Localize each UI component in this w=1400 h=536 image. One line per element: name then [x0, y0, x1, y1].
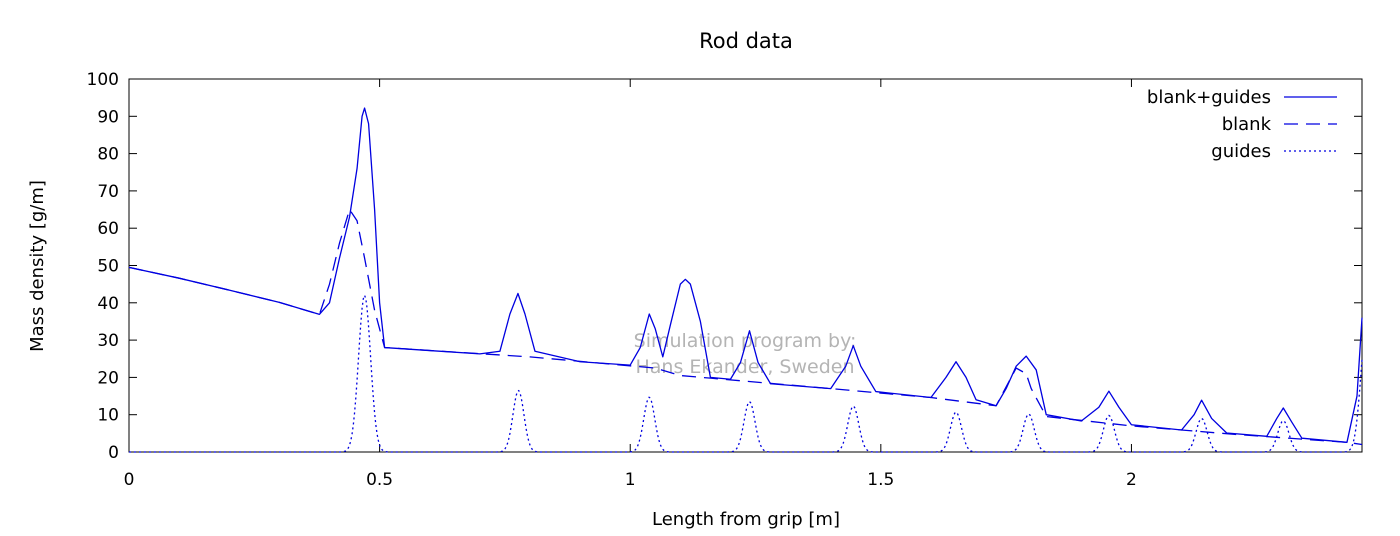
y-tick-label: 70 — [97, 182, 119, 202]
y-tick-label: 40 — [97, 294, 119, 314]
y-axis: 0 10 20 30 40 50 60 70 80 90 100 — [87, 70, 1362, 463]
legend-label: guides — [1211, 141, 1271, 162]
y-tick-label: 100 — [87, 70, 119, 90]
y-tick-label: 0 — [108, 443, 119, 463]
legend-label: blank — [1222, 114, 1272, 135]
chart-title: Rod data — [699, 29, 793, 53]
x-tick-label: 1 — [625, 470, 636, 490]
y-tick-label: 80 — [97, 145, 119, 165]
x-tick-label: 0 — [124, 470, 135, 490]
plot-frame — [128, 78, 1363, 453]
series-lines — [128, 107, 1363, 453]
x-axis-title: Length from grip [m] — [652, 509, 840, 530]
y-axis-title: Mass density [g/m] — [27, 180, 48, 352]
legend: blank+guides blank guides — [1147, 87, 1337, 162]
x-tick-label: 2 — [1126, 470, 1137, 490]
y-tick-label: 20 — [97, 368, 119, 388]
y-tick-label: 50 — [97, 257, 119, 277]
series-line-blank — [128, 208, 1363, 446]
legend-label: blank+guides — [1147, 87, 1271, 108]
x-tick-label: 1.5 — [867, 470, 894, 490]
y-tick-label: 90 — [97, 107, 119, 127]
x-axis: 0 0.5 1 1.5 2 — [124, 79, 1137, 490]
watermark: Simulation program by: Hans Ekander, Swe… — [634, 330, 857, 378]
watermark-line-2: Hans Ekander, Sweden — [636, 356, 855, 378]
y-tick-label: 60 — [97, 219, 119, 239]
x-tick-label: 0.5 — [366, 470, 393, 490]
series-line-guides — [129, 294, 1363, 453]
series-line-blank-guides — [128, 107, 1363, 443]
y-tick-label: 10 — [97, 406, 119, 426]
y-tick-label: 30 — [97, 331, 119, 351]
watermark-line-1: Simulation program by: — [634, 330, 857, 352]
